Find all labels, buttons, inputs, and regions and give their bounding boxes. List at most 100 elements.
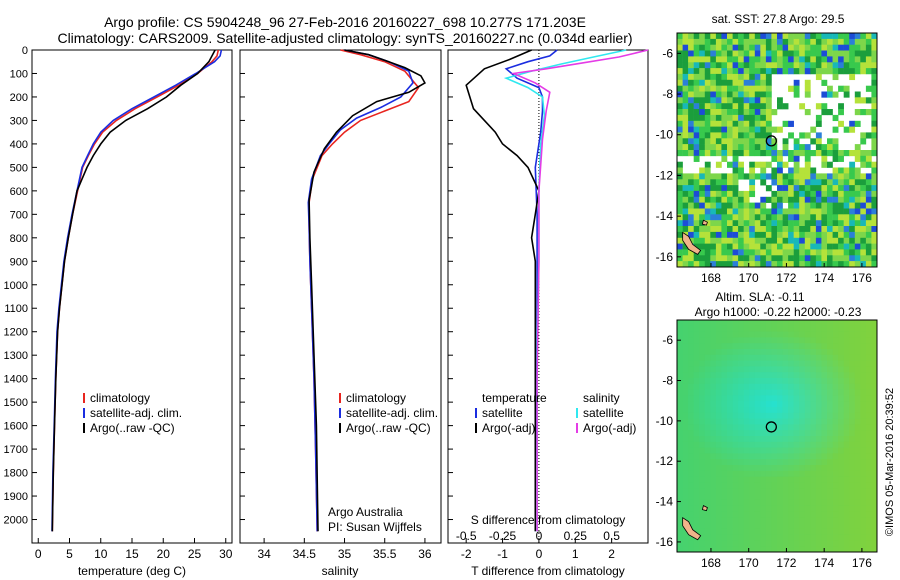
- sla-cell: [827, 378, 833, 385]
- sst-cell: [715, 38, 722, 46]
- sst-cell: [699, 56, 706, 63]
- sla-cell: [777, 528, 783, 535]
- sst-cell: [821, 249, 828, 256]
- sst-cell: [799, 202, 806, 209]
- sst-cell: [832, 114, 839, 122]
- sst-cell: [832, 68, 839, 75]
- sst-cell: [732, 255, 739, 262]
- depth-tick-label: 800: [10, 233, 28, 245]
- sla-cell: [815, 540, 822, 547]
- sla-cell: [688, 499, 694, 506]
- sla-cell: [688, 337, 694, 344]
- sst-cell: [771, 179, 778, 186]
- sla-cell: [732, 320, 739, 327]
- sst-cell: [865, 185, 872, 192]
- sst-cell: [715, 214, 722, 221]
- sla-cell: [743, 412, 750, 419]
- sla-cell: [699, 505, 706, 512]
- sst-cell: [721, 62, 728, 69]
- sst-cell: [765, 173, 772, 180]
- sst-cell: [815, 190, 822, 198]
- sla-cell: [732, 470, 739, 477]
- sst-cell: [677, 214, 683, 221]
- sst-cell: [732, 132, 739, 139]
- sst-cell: [827, 226, 833, 233]
- sla-cell: [827, 325, 833, 332]
- sla-cell: [843, 407, 850, 414]
- sst-cell: [688, 103, 694, 110]
- sla-cell: [799, 505, 806, 512]
- sla-cell: [727, 395, 733, 402]
- sst-cell: [688, 249, 694, 256]
- sst-cell: [765, 33, 772, 40]
- sst-cell: [804, 231, 811, 239]
- sla-cell: [677, 349, 683, 356]
- sla-cell: [854, 320, 861, 327]
- sst-cell: [782, 179, 789, 186]
- sst-cell: [727, 62, 733, 69]
- sst-cell: [821, 68, 828, 75]
- sst-cell: [843, 190, 850, 198]
- sla-cell: [788, 395, 794, 402]
- sla-cell: [782, 546, 789, 553]
- sla-cell: [727, 465, 733, 472]
- sst-cell: [865, 261, 872, 268]
- sla-cell: [760, 528, 767, 535]
- sla-cell: [710, 523, 717, 530]
- sla-cell: [815, 517, 822, 524]
- sla-cell: [865, 453, 872, 460]
- sla-cell: [832, 447, 839, 454]
- sla-cell: [743, 424, 750, 431]
- sst-cell: [810, 50, 817, 57]
- sst-cell: [682, 44, 689, 51]
- sla-cell: [799, 482, 806, 489]
- sst-cell: [749, 120, 756, 127]
- sla-cell: [749, 546, 756, 553]
- sst-cell: [677, 109, 683, 116]
- sla-cell: [715, 470, 722, 477]
- sla-cell: [843, 325, 850, 332]
- sla-cell: [721, 505, 728, 512]
- sst-cell: [810, 226, 817, 233]
- sla-cell: [715, 534, 722, 541]
- sla-cell: [810, 528, 817, 535]
- sst-cell: [860, 33, 867, 40]
- sla-cell: [854, 430, 861, 437]
- sla-cell: [871, 511, 878, 518]
- sst-cell: [682, 138, 689, 145]
- sst-cell: [799, 44, 806, 51]
- sla-cell: [799, 465, 806, 472]
- sla-cell: [815, 343, 822, 350]
- sla-cell: [804, 534, 811, 541]
- sst-cell: [821, 208, 828, 215]
- sst-cell: [749, 114, 756, 122]
- sst-cell: [838, 85, 844, 92]
- sla-cell: [710, 517, 717, 524]
- sst-cell: [732, 62, 739, 69]
- sla-cell: [838, 465, 844, 472]
- sst-cell: [727, 231, 733, 239]
- sla-cell: [843, 395, 850, 402]
- sst-cell: [827, 138, 833, 145]
- sst-cell: [788, 38, 794, 46]
- sst-cell: [710, 85, 717, 92]
- sst-cell: [727, 120, 733, 127]
- sla-cell: [727, 418, 733, 425]
- sla-cell: [710, 354, 717, 361]
- sla-cell: [832, 511, 839, 518]
- sla-cell: [854, 470, 861, 477]
- sla-cell: [715, 349, 722, 356]
- sla-cell: [693, 389, 700, 396]
- sla-cell: [810, 343, 817, 350]
- sla-cell: [760, 447, 767, 454]
- sla-cell: [821, 383, 828, 390]
- sla-cell: [682, 343, 689, 350]
- sla-cell: [821, 337, 828, 344]
- sst-cell: [849, 185, 856, 192]
- sla-cell: [760, 401, 767, 408]
- sla-cell: [849, 441, 856, 448]
- sla-cell: [782, 499, 789, 506]
- sla-cell: [815, 436, 822, 443]
- sst-cell: [843, 68, 850, 75]
- sla-cell: [832, 494, 839, 501]
